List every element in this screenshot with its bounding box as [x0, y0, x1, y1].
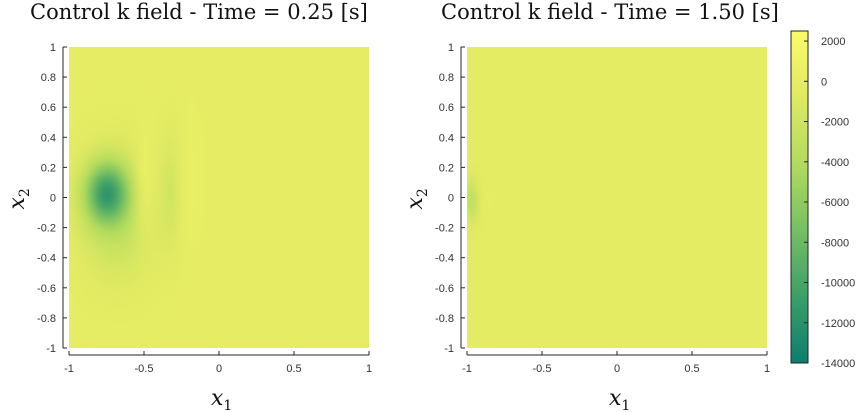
left-x-axis-label: x1	[211, 386, 232, 412]
left-x-tick-label: 0	[216, 363, 222, 375]
colorbar-tick-label: -10000	[821, 278, 855, 290]
right-y-tick-label: 0.4	[439, 132, 454, 144]
right-y-tick-label: 0.2	[439, 162, 454, 174]
colorbar-tick-label: -12000	[821, 318, 855, 330]
right-x-tick-label: 0.5	[684, 363, 699, 375]
right-y-tick-label: 0.8	[439, 72, 454, 84]
left-y-tick-label: -0.2	[37, 223, 56, 235]
right-y-tick-label: 0.6	[439, 102, 454, 114]
colorbar-tick-label: -8000	[821, 237, 849, 249]
colorbar-tick-label: 2000	[821, 36, 845, 48]
left-plot-title: Control k field - Time = 0.25 [s]	[30, 0, 368, 24]
left-y-tick-label: -1	[46, 343, 56, 355]
colorbar-tick-label: 0	[821, 76, 827, 88]
right-y-tick-label: -0.8	[435, 313, 454, 325]
colorbar-tick-label: -6000	[821, 197, 849, 209]
colorbar-tick-label: -14000	[821, 358, 855, 370]
right-x-tick-label: -0.5	[533, 363, 552, 375]
colorbar-tick-label: -4000	[821, 157, 849, 169]
left-x-tick-label: 0.5	[286, 363, 301, 375]
right-y-tick-label: -0.4	[435, 253, 454, 265]
left-y-tick-label: -0.8	[37, 313, 56, 325]
colorbar	[790, 30, 809, 364]
right-x-tick-label: 1	[764, 363, 770, 375]
right-y-tick-label: -1	[444, 343, 454, 355]
left-y-tick-label: 1	[50, 42, 56, 54]
left-y-tick-label: 0.2	[41, 162, 56, 174]
right-y-tick-label: -0.2	[435, 223, 454, 235]
left-y-tick-label: 0.4	[41, 132, 56, 144]
colorbar-tick-label: -2000	[821, 117, 849, 129]
left-x-tick-label: -1	[64, 363, 74, 375]
right-heatmap-field	[467, 47, 767, 348]
left-y-axis-label: x2	[5, 188, 33, 209]
right-x-axis-label: x1	[609, 386, 630, 412]
left-y-tick-label: -0.4	[37, 253, 56, 265]
left-x-tick-label: 1	[366, 363, 372, 375]
right-plot-title: Control k field - Time = 1.50 [s]	[441, 0, 779, 24]
left-y-tick-label: 0	[50, 193, 56, 205]
left-y-tick-label: -0.6	[37, 283, 56, 295]
left-x-tick-label: -0.5	[135, 363, 154, 375]
right-y-tick-label: 0	[448, 193, 454, 205]
right-x-tick-label: -1	[462, 363, 472, 375]
right-y-tick-label: 1	[448, 42, 454, 54]
right-x-tick-label: 0	[614, 363, 620, 375]
right-y-tick-label: -0.6	[435, 283, 454, 295]
left-y-tick-label: 0.6	[41, 102, 56, 114]
left-heatmap-field	[69, 47, 369, 348]
left-y-tick-label: 0.8	[41, 72, 56, 84]
right-y-axis-label: x2	[403, 188, 431, 209]
